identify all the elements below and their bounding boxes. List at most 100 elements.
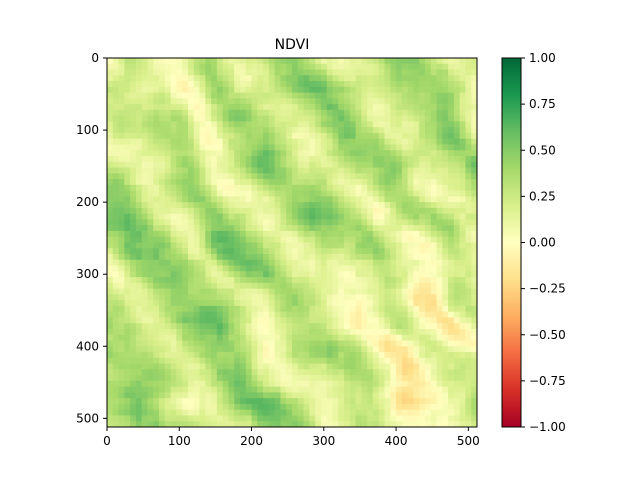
heatmap-cell: [320, 132, 328, 140]
heatmap-cell: [193, 219, 201, 226]
chart-title: NDVI: [275, 37, 310, 53]
heatmap-cell: [216, 409, 224, 417]
heatmap-cell: [407, 75, 415, 82]
heatmap-cell: [465, 132, 472, 140]
heatmap-cell: [332, 254, 339, 261]
heatmap-cell: [147, 421, 154, 427]
heatmap-cell: [251, 317, 258, 324]
heatmap-cell: [355, 386, 362, 394]
heatmap-cell: [436, 369, 443, 376]
heatmap-cell: [320, 352, 328, 359]
heatmap-cell: [344, 213, 351, 221]
heatmap-cell: [303, 179, 310, 186]
heatmap-cell: [147, 121, 154, 128]
heatmap-cell: [401, 207, 409, 215]
heatmap-cell: [164, 86, 172, 94]
heatmap-cell: [211, 75, 218, 82]
heatmap-cell: [274, 328, 282, 336]
heatmap-cell: [459, 202, 467, 209]
heatmap-cell: [245, 230, 253, 238]
heatmap-cell: [384, 230, 391, 238]
heatmap-cell: [135, 300, 143, 307]
heatmap-cell: [436, 207, 443, 215]
heatmap-cell: [176, 242, 183, 249]
heatmap-cell: [286, 236, 293, 244]
heatmap-cell: [453, 132, 461, 140]
heatmap-cell: [396, 98, 403, 105]
heatmap-cell: [424, 69, 432, 76]
heatmap-cell: [372, 213, 380, 221]
heatmap-cell: [367, 340, 374, 347]
heatmap-cell: [147, 58, 154, 65]
heatmap-cell: [361, 363, 368, 370]
heatmap-cell: [176, 300, 183, 307]
heatmap-cell: [193, 375, 201, 382]
heatmap-cell: [413, 369, 420, 376]
heatmap-cell: [193, 58, 201, 65]
heatmap-cell: [216, 259, 224, 267]
heatmap-cell: [176, 386, 183, 394]
heatmap-cell: [147, 392, 154, 399]
heatmap-cell: [153, 265, 160, 272]
heatmap-cell: [257, 75, 264, 82]
heatmap-cell: [396, 346, 403, 353]
heatmap-cell: [430, 363, 438, 370]
heatmap-cell: [309, 271, 316, 278]
heatmap-cell: [234, 294, 241, 301]
heatmap-cell: [326, 380, 334, 388]
heatmap-cell: [372, 98, 380, 105]
heatmap-cell: [396, 173, 403, 180]
heatmap-cell: [430, 225, 438, 232]
heatmap-cell: [367, 213, 374, 221]
heatmap-cell: [176, 104, 183, 111]
heatmap-cell: [315, 323, 322, 330]
heatmap-cell: [424, 190, 432, 197]
heatmap-cell: [124, 415, 131, 422]
heatmap-cell: [338, 161, 345, 169]
heatmap-cell: [164, 398, 172, 405]
heatmap-cell: [251, 352, 258, 359]
heatmap-cell: [280, 115, 287, 123]
heatmap-cell: [297, 380, 305, 388]
heatmap-cell: [228, 196, 235, 203]
heatmap-cell: [419, 380, 426, 388]
heatmap-cell: [234, 115, 241, 123]
heatmap-cell: [349, 109, 357, 117]
heatmap-cell: [199, 334, 206, 342]
heatmap-cell: [286, 230, 293, 238]
heatmap-cell: [361, 167, 368, 174]
heatmap-cell: [141, 357, 149, 365]
heatmap-cell: [349, 392, 357, 399]
heatmap-cell: [118, 271, 125, 278]
heatmap-cell: [292, 81, 299, 88]
heatmap-cell: [424, 294, 432, 301]
heatmap-cell: [107, 265, 114, 272]
heatmap-cell: [280, 386, 287, 394]
heatmap-cell: [274, 121, 282, 128]
heatmap-cell: [309, 63, 316, 71]
heatmap-cell: [396, 317, 403, 324]
heatmap-cell: [372, 409, 380, 417]
heatmap-cell: [378, 115, 386, 123]
heatmap-cell: [280, 86, 287, 94]
heatmap-cell: [349, 265, 357, 272]
heatmap-cell: [153, 109, 160, 117]
heatmap-cell: [130, 254, 137, 261]
heatmap-cell: [245, 207, 253, 215]
heatmap-cell: [112, 132, 120, 140]
heatmap-cell: [332, 271, 339, 278]
heatmap-cell: [413, 225, 420, 232]
heatmap-cell: [297, 340, 305, 347]
heatmap-cell: [170, 207, 177, 215]
heatmap-cell: [297, 305, 305, 313]
heatmap-cell: [170, 265, 177, 272]
heatmap-cell: [396, 109, 403, 117]
heatmap-cell: [320, 300, 328, 307]
heatmap-cell: [193, 156, 201, 163]
heatmap-cell: [153, 254, 160, 261]
heatmap-cell: [326, 115, 334, 123]
heatmap-cell: [332, 69, 339, 76]
heatmap-cell: [436, 386, 443, 394]
heatmap-cell: [222, 259, 230, 267]
heatmap-cell: [170, 173, 177, 180]
